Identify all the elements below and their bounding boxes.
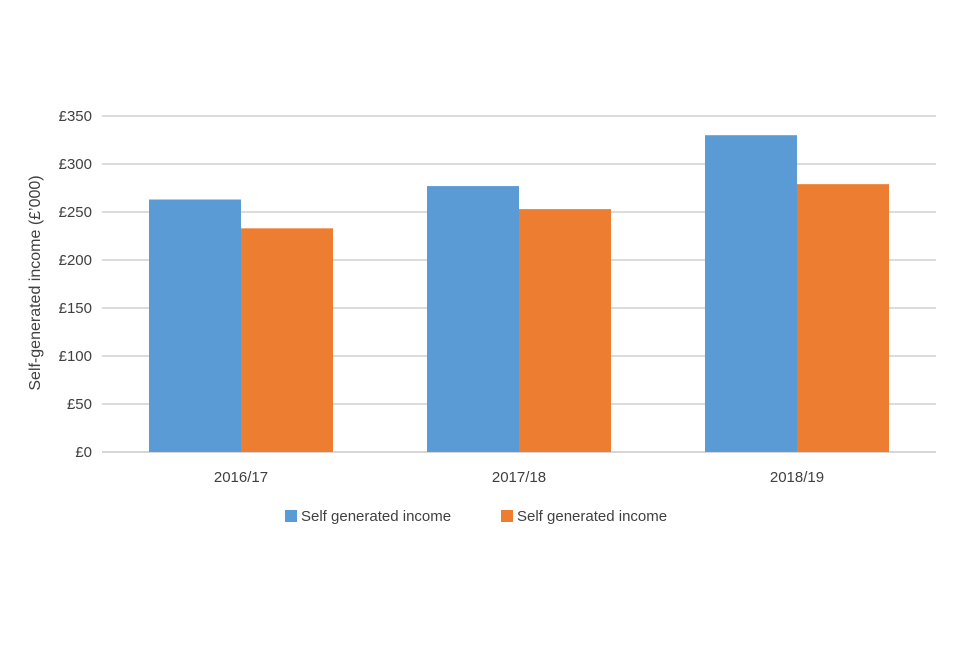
y-tick-label: £50: [67, 396, 92, 413]
bar-2018-19-series-2: [797, 184, 889, 452]
bar-2016-17-series-1: [149, 199, 241, 452]
x-tick-label: 2017/18: [492, 469, 546, 486]
bar-2017-18-series-1: [427, 186, 519, 452]
y-tick-label: £100: [59, 348, 92, 365]
x-tick-label: 2018/19: [770, 469, 824, 486]
legend-label: Self generated income: [517, 508, 667, 525]
legend-swatch: [501, 510, 513, 522]
y-tick-label: £200: [59, 252, 92, 269]
legend-label: Self generated income: [301, 508, 451, 525]
bar-2016-17-series-2: [241, 228, 333, 452]
y-tick-label: £250: [59, 204, 92, 221]
y-axis-ticks: £0 £50 £100 £150 £200 £250 £300 £350: [59, 108, 92, 461]
y-tick-label: £0: [75, 444, 92, 461]
bar-2017-18-series-2: [519, 209, 611, 452]
x-axis-labels: 2016/17 2017/18 2018/19: [214, 469, 824, 486]
legend-swatch: [285, 510, 297, 522]
y-axis-title: Self-generated income (£’000): [27, 175, 44, 390]
bars: [149, 135, 889, 452]
y-tick-label: £350: [59, 108, 92, 125]
y-tick-label: £150: [59, 300, 92, 317]
x-tick-label: 2016/17: [214, 469, 268, 486]
y-tick-label: £300: [59, 156, 92, 173]
legend: Self generated income Self generated inco…: [285, 508, 667, 525]
bar-2018-19-series-1: [705, 135, 797, 452]
